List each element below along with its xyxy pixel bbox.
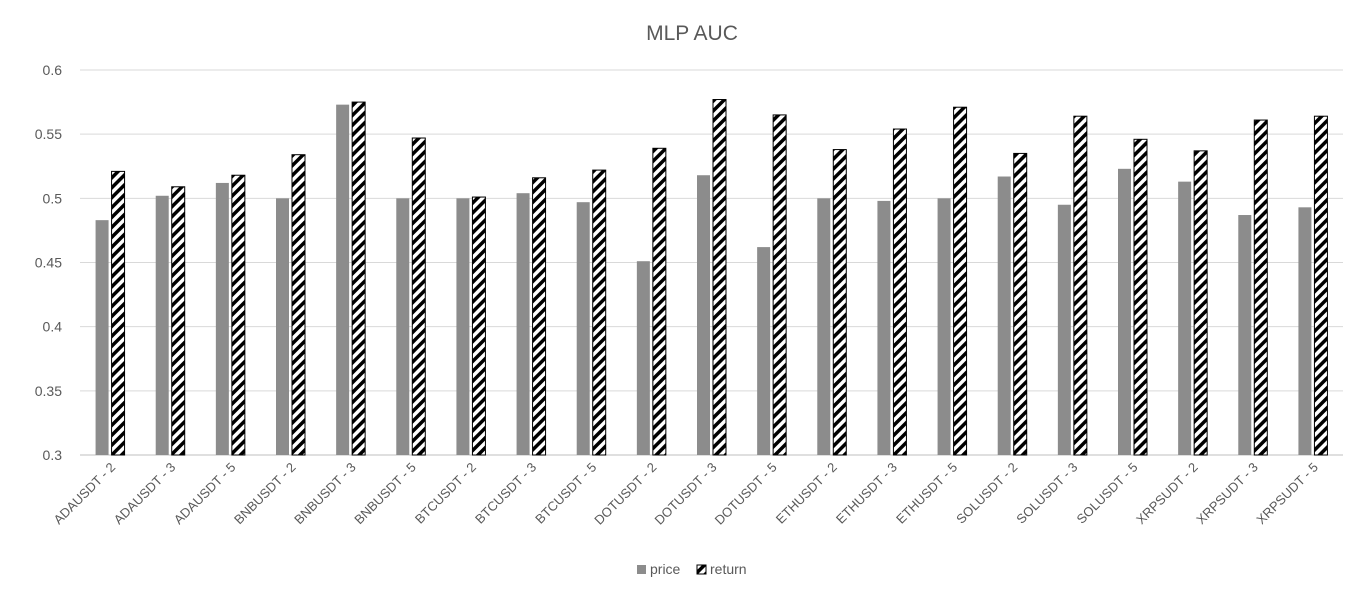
bar-return [892,128,907,456]
bar-return [171,186,186,456]
bar-price [1298,207,1312,455]
x-category-label: ETHUSDT - 2 [773,460,840,527]
bar-return [1133,138,1148,456]
x-category-label: ADAUSDT - 2 [51,460,119,528]
legend-swatch-price [637,565,646,574]
bar-price [817,198,831,456]
y-tick-label: 0.35 [35,383,62,399]
y-tick-label: 0.45 [35,255,62,271]
chart-title: MLP AUC [646,22,738,45]
legend-label-price: price [650,561,681,577]
bar-return [471,196,486,456]
bar-return [832,149,847,456]
bar-return [1013,152,1028,456]
bar-price [1057,204,1071,455]
legend-label-return: return [710,561,747,577]
bar-price [877,200,891,455]
legend: price return [637,561,747,577]
bar-price [937,198,951,456]
bar-price [516,193,530,455]
bar-return [1313,115,1328,456]
x-category-label: ETHUSDT - 3 [833,460,900,527]
bar-price [997,176,1011,455]
bar-price [757,247,771,455]
bar-price [1118,168,1131,456]
x-category-label: XRPSUDT - 5 [1253,460,1321,528]
bar-price [576,202,590,455]
y-tick-label: 0.3 [43,447,63,463]
x-category-label: SOLUSDT - 5 [1073,460,1140,527]
x-category-label: XRPSUDT - 3 [1193,460,1261,528]
x-category-label: DOTUSDT - 3 [651,460,719,528]
x-category-label: ADAUSDT - 3 [111,460,179,528]
bar-price [336,104,350,456]
bar-price [276,198,289,456]
x-category-label: BTCUSDT - 2 [412,460,479,527]
legend-swatch-return [696,564,707,575]
bar-price [636,261,650,455]
bar-price [155,195,169,455]
bar-price [1238,215,1252,455]
x-category-label: BNBUSDT - 2 [231,460,299,528]
bar-return [1253,119,1268,456]
bar-price [95,220,109,455]
bar-return [532,177,547,456]
bar-return [652,147,667,456]
bar-price [1178,181,1192,455]
bar-return [712,99,727,456]
y-tick-label: 0.6 [43,62,63,78]
bar-return [351,101,366,456]
y-tick-label: 0.5 [43,190,63,206]
bar-price [697,175,710,455]
x-category-label: SOLUSDT - 3 [1013,460,1080,527]
bar-return [411,137,426,456]
bar-return [772,114,787,456]
x-category-label: DOTUSDT - 2 [591,460,659,528]
x-category-label: ADAUSDT - 5 [171,460,239,528]
bar-return [231,174,246,456]
x-category-label: ETHUSDT - 5 [893,460,960,527]
bar-price [396,198,410,456]
x-category-label: XRPSUDT - 2 [1133,460,1201,528]
y-axis-tick-labels: 0.3 0.35 0.4 0.45 0.5 0.55 0.6 [35,62,62,463]
x-category-label: BTCUSDT - 5 [532,460,599,527]
bar-return [111,170,126,456]
x-category-label: BNBUSDT - 3 [291,460,359,528]
bar-return [1073,115,1088,456]
bar-return [592,169,607,456]
bars [95,99,1328,456]
y-tick-label: 0.55 [35,126,62,142]
gridlines [80,69,1343,456]
x-category-label: BTCUSDT - 3 [472,460,539,527]
x-category-label: BNBUSDT - 5 [351,460,419,528]
bar-price [456,198,470,456]
bar-return [953,106,968,456]
x-category-label: SOLUSDT - 2 [953,460,1020,527]
y-tick-label: 0.4 [43,319,63,335]
bar-return [1193,150,1208,456]
bar-price [215,182,229,455]
bar-return [291,154,306,456]
x-category-label: DOTUSDT - 5 [712,460,780,528]
